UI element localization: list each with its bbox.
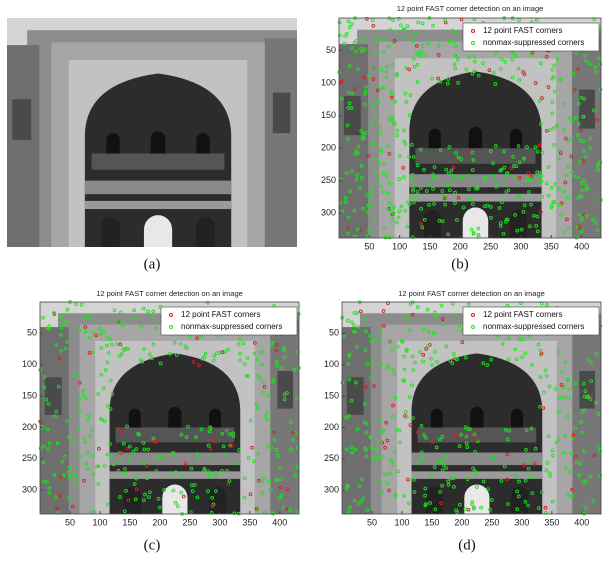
x-tick-label: 400 [574, 517, 589, 527]
x-tick-label: 400 [272, 517, 287, 527]
y-tick-label: 300 [22, 485, 37, 495]
legend-label: nonmax-suppressed corners [483, 322, 584, 331]
y-tick-label: 50 [326, 45, 336, 55]
x-tick-label: 50 [367, 517, 377, 527]
figure: (a) 50 100 150 200 250 300 350 400 50 100 150 200 250… [0, 0, 609, 564]
y-tick-label: 200 [321, 143, 336, 153]
y-tick-label: 50 [329, 328, 339, 338]
y-tick-label: 100 [321, 77, 336, 87]
legend: 12 point FAST corners nonmax-suppressed c… [463, 307, 599, 335]
x-tick-label: 50 [364, 241, 374, 251]
x-tick-label: 400 [574, 241, 589, 251]
panel-caption: (b) [451, 256, 469, 272]
x-tick-label: 50 [65, 517, 75, 527]
y-tick-label: 100 [324, 359, 339, 369]
photo [7, 18, 297, 247]
legend-label: nonmax-suppressed corners [181, 322, 282, 331]
legend-label: 12 point FAST corners [181, 310, 260, 319]
y-tick-label: 250 [321, 175, 336, 185]
x-tick-label: 250 [484, 517, 499, 527]
x-tick-label: 200 [454, 517, 469, 527]
panel-caption: (c) [144, 537, 161, 553]
legend-label: 12 point FAST corners [483, 26, 562, 35]
legend: 12 point FAST corners nonmax-suppressed c… [463, 23, 599, 51]
y-tick-label: 200 [22, 422, 37, 432]
x-tick-label: 100 [392, 241, 407, 251]
x-tick-label: 200 [453, 241, 468, 251]
x-tick-label: 100 [394, 517, 409, 527]
x-tick-label: 350 [242, 517, 257, 527]
x-tick-label: 300 [212, 517, 227, 527]
legend-label: nonmax-suppressed corners [483, 38, 584, 47]
x-tick-label: 150 [122, 517, 137, 527]
y-tick-label: 100 [22, 359, 37, 369]
legend: 12 point FAST corners nonmax-suppressed c… [161, 307, 297, 335]
x-tick-label: 350 [544, 241, 559, 251]
panel-title: 12 point FAST corner detection on an ima… [96, 289, 243, 298]
y-tick-label: 150 [22, 390, 37, 400]
y-tick-label: 200 [324, 422, 339, 432]
legend-label: 12 point FAST corners [483, 310, 562, 319]
x-tick-label: 300 [514, 517, 529, 527]
y-tick-label: 300 [324, 485, 339, 495]
panel-caption: (d) [458, 537, 476, 553]
x-tick-label: 150 [424, 517, 439, 527]
x-tick-label: 250 [483, 241, 498, 251]
x-tick-label: 150 [422, 241, 437, 251]
y-tick-label: 50 [27, 328, 37, 338]
x-tick-label: 350 [544, 517, 559, 527]
x-tick-label: 250 [182, 517, 197, 527]
panel-caption: (a) [144, 256, 161, 272]
y-tick-label: 250 [324, 453, 339, 463]
x-tick-label: 200 [152, 517, 167, 527]
y-tick-label: 150 [324, 390, 339, 400]
panel-title: 12 point FAST corner detection on an ima… [397, 4, 544, 13]
y-tick-label: 250 [22, 453, 37, 463]
x-tick-label: 100 [92, 517, 107, 527]
panel-title: 12 point FAST corner detection on an ima… [398, 289, 545, 298]
y-tick-label: 300 [321, 208, 336, 218]
y-tick-label: 150 [321, 110, 336, 120]
x-tick-label: 300 [513, 241, 528, 251]
